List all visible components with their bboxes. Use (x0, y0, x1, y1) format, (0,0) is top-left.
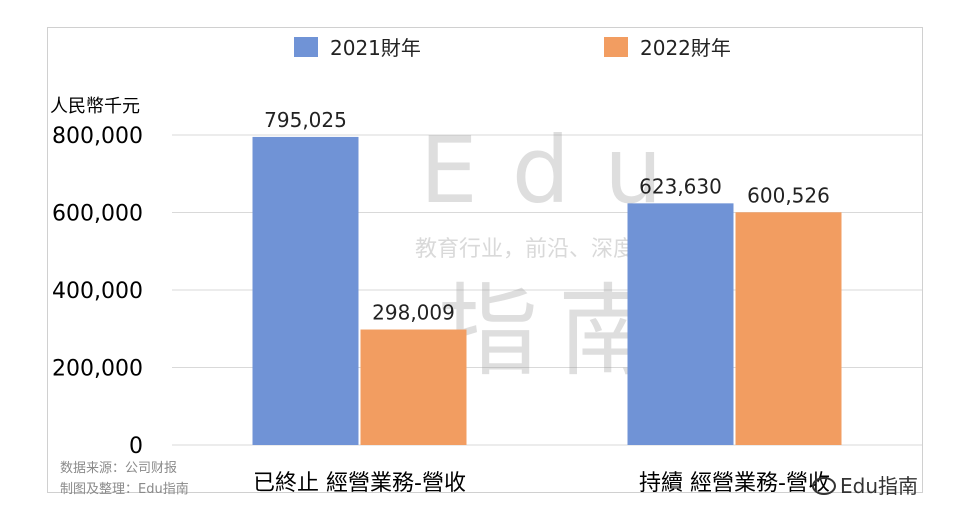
y-tick-label: 0 (129, 434, 143, 459)
y-axis-title: 人民幣千元 (50, 96, 140, 117)
legend: 2021財年 2022財年 (294, 36, 731, 60)
watermark-name: 指南 (438, 273, 678, 390)
data-label: 795,025 (264, 108, 347, 132)
chart-frame (47, 27, 923, 493)
legend-swatch (604, 37, 628, 57)
y-tick-label: 200,000 (52, 357, 143, 382)
data-label: 298,009 (372, 301, 455, 325)
legend-label: 2021財年 (330, 36, 421, 60)
wechat-tag-text: Edu指南 (840, 474, 919, 498)
watermark: Edu 教育行业，前沿、深度、独家 指南 (415, 117, 701, 390)
x-tick-label: 已終止 經營業務-營收 (253, 471, 466, 496)
watermark-brand: Edu (420, 117, 697, 224)
wechat-icon (812, 477, 836, 495)
x-tick-label: 持續 經營業務-營收 (639, 471, 830, 496)
y-tick-label: 800,000 (52, 124, 143, 149)
legend-swatch (294, 37, 318, 57)
x-axis: 已終止 經營業務-營收 持續 經營業務-營收 (253, 471, 830, 496)
wechat-tag: Edu指南 (812, 470, 918, 499)
bar-labels: 795,025 298,009 623,630 600,526 (264, 108, 830, 325)
legend-label: 2022財年 (640, 36, 731, 60)
bar (252, 136, 359, 446)
data-label: 600,526 (747, 183, 830, 207)
data-source-note: 数据来源：公司财报 (60, 461, 178, 476)
bar (735, 212, 842, 445)
bar (627, 203, 734, 445)
y-tick-label: 400,000 (52, 279, 143, 304)
data-label: 623,630 (639, 174, 722, 198)
bars (252, 136, 842, 446)
credit-note: 制图及整理：Edu指南 (60, 482, 189, 497)
y-tick-label: 600,000 (52, 202, 143, 227)
bar (360, 329, 467, 445)
y-axis: 0 200,000 400,000 600,000 800,000 (52, 124, 143, 459)
